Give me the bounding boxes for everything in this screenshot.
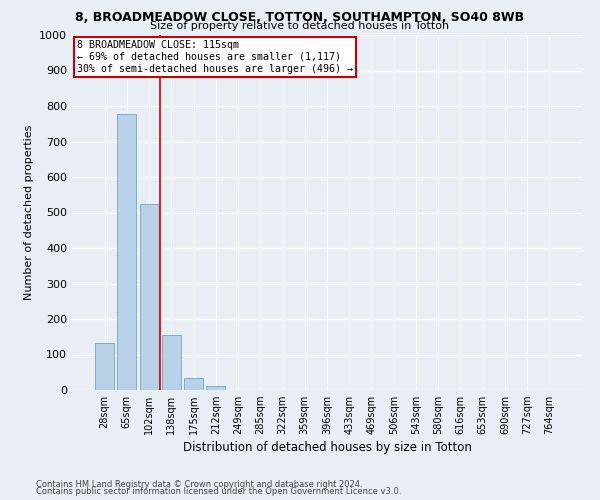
Bar <box>95 343 114 390</box>
Text: 8 BROADMEADOW CLOSE: 115sqm
← 69% of detached houses are smaller (1,117)
30% of : 8 BROADMEADOW CLOSE: 115sqm ← 69% of det… <box>77 40 353 74</box>
Text: Contains HM Land Registry data © Crown copyright and database right 2024.: Contains HM Land Registry data © Crown c… <box>36 480 362 489</box>
Text: 8, BROADMEADOW CLOSE, TOTTON, SOUTHAMPTON, SO40 8WB: 8, BROADMEADOW CLOSE, TOTTON, SOUTHAMPTO… <box>76 11 524 24</box>
Bar <box>118 114 136 390</box>
Y-axis label: Number of detached properties: Number of detached properties <box>23 125 34 300</box>
Bar <box>206 386 225 390</box>
Text: Contains public sector information licensed under the Open Government Licence v3: Contains public sector information licen… <box>36 487 401 496</box>
Bar <box>184 378 203 390</box>
Bar <box>140 204 158 390</box>
Bar <box>162 335 181 390</box>
Text: Size of property relative to detached houses in Totton: Size of property relative to detached ho… <box>151 21 449 31</box>
X-axis label: Distribution of detached houses by size in Totton: Distribution of detached houses by size … <box>182 442 472 454</box>
